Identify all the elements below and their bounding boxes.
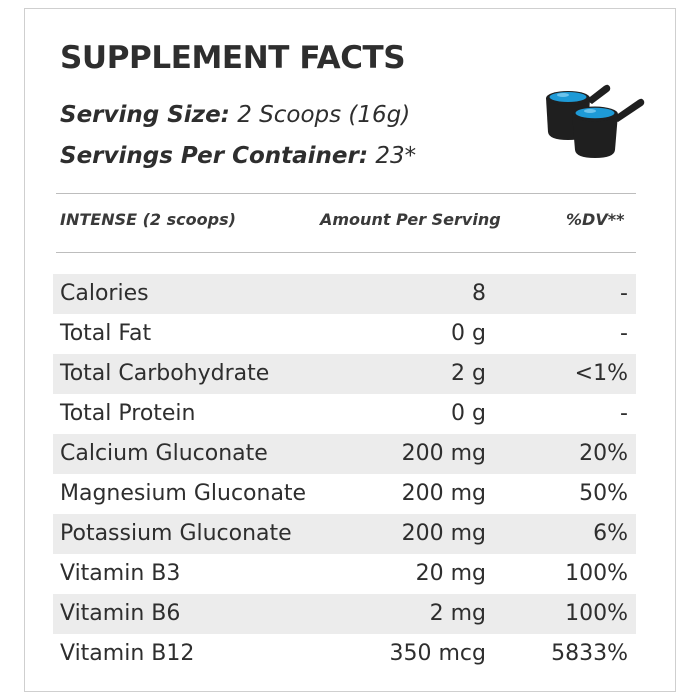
nutrient-dv: 50%	[579, 481, 628, 506]
table-row: Magnesium Gluconate 200 mg 50%	[53, 474, 636, 514]
column-header-amount: Amount Per Serving	[320, 210, 501, 229]
nutrient-amount: 2 mg	[429, 601, 486, 626]
nutrient-dv: 100%	[565, 601, 628, 626]
nutrient-amount: 200 mg	[401, 481, 486, 506]
table-row: Vitamin B3 20 mg 100%	[53, 554, 636, 594]
table-row: Calories 8 -	[53, 274, 636, 314]
servings-per-container-label: Servings Per Container:	[60, 143, 369, 169]
nutrient-amount: 350 mcg	[389, 641, 486, 666]
nutrient-name: Total Protein	[60, 401, 196, 426]
nutrient-dv: 100%	[565, 561, 628, 586]
back-scoop	[546, 84, 611, 140]
header-divider-bottom	[56, 252, 636, 253]
table-row: Calcium Gluconate 200 mg 20%	[53, 434, 636, 474]
nutrient-name: Potassium Gluconate	[60, 521, 292, 546]
nutrient-dv: 5833%	[551, 641, 628, 666]
table-row: Total Fat 0 g -	[53, 314, 636, 354]
nutrient-amount: 20 mg	[415, 561, 486, 586]
nutrient-table: Calories 8 - Total Fat 0 g - Total Carbohydr…	[53, 274, 636, 674]
nutrient-name: Calories	[60, 281, 149, 306]
nutrient-name: Total Carbohydrate	[60, 361, 270, 386]
column-header-product: INTENSE (2 scoops)	[60, 210, 236, 229]
column-header-dv: %DV**	[566, 210, 625, 229]
table-row: Total Carbohydrate 2 g <1%	[53, 354, 636, 394]
nutrient-name: Vitamin B12	[60, 641, 195, 666]
nutrient-amount: 200 mg	[401, 521, 486, 546]
table-row: Vitamin B6 2 mg 100%	[53, 594, 636, 634]
nutrient-amount: 200 mg	[401, 441, 486, 466]
scoop-icon	[546, 84, 645, 158]
front-scoop	[572, 98, 645, 158]
servings-per-container-value: 23*	[375, 143, 417, 169]
nutrient-dv: -	[620, 281, 628, 306]
nutrient-amount: 8	[472, 281, 486, 306]
nutrient-amount: 0 g	[451, 321, 486, 346]
table-row: Potassium Gluconate 200 mg 6%	[53, 514, 636, 554]
nutrient-name: Total Fat	[60, 321, 152, 346]
nutrient-amount: 0 g	[451, 401, 486, 426]
serving-size-value: 2 Scoops (16g)	[237, 102, 411, 128]
nutrient-dv: 6%	[593, 521, 628, 546]
header-divider-top	[56, 193, 636, 194]
nutrient-name: Vitamin B6	[60, 601, 181, 626]
nutrient-dv: <1%	[574, 361, 628, 386]
serving-size: Serving Size: 2 Scoops (16g)	[60, 102, 410, 128]
servings-per-container: Servings Per Container: 23*	[60, 143, 416, 169]
nutrient-amount: 2 g	[451, 361, 486, 386]
nutrient-name: Calcium Gluconate	[60, 441, 268, 466]
table-row: Total Protein 0 g -	[53, 394, 636, 434]
table-row: Vitamin B12 350 mcg 5833%	[53, 634, 636, 674]
nutrient-name: Magnesium Gluconate	[60, 481, 307, 506]
nutrient-name: Vitamin B3	[60, 561, 181, 586]
nutrient-dv: -	[620, 401, 628, 426]
nutrient-dv: 20%	[579, 441, 628, 466]
serving-size-label: Serving Size:	[60, 102, 230, 128]
page-title: SUPPLEMENT FACTS	[60, 40, 406, 76]
nutrient-dv: -	[620, 321, 628, 346]
